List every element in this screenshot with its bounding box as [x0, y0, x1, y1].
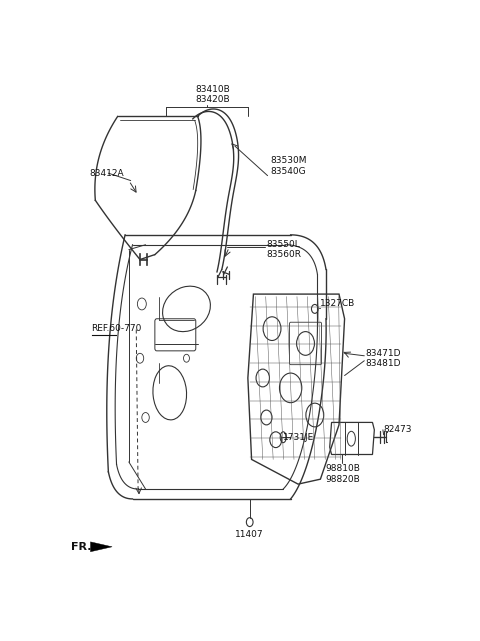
Text: 83530M
83540G: 83530M 83540G: [270, 156, 307, 176]
Text: 83410B
83420B: 83410B 83420B: [195, 85, 230, 104]
Text: 1327CB: 1327CB: [321, 299, 356, 308]
Text: FR.: FR.: [71, 542, 92, 552]
Text: 82473: 82473: [384, 426, 412, 435]
Text: REF.60-770: REF.60-770: [92, 324, 142, 333]
Text: 83412A: 83412A: [90, 169, 124, 178]
Text: 98810B
98820B: 98810B 98820B: [325, 464, 360, 484]
Text: 11407: 11407: [235, 530, 264, 539]
Text: 83471D
83481D: 83471D 83481D: [365, 349, 400, 368]
Text: 83550L
83560R: 83550L 83560R: [266, 240, 301, 260]
Text: 1731JE: 1731JE: [283, 433, 314, 442]
Polygon shape: [91, 542, 112, 552]
